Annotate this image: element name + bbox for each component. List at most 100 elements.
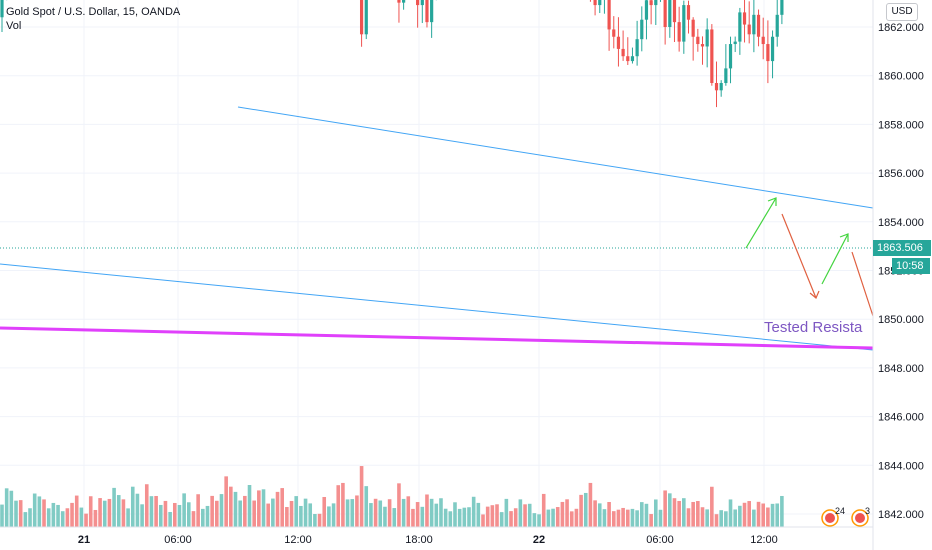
volume-bar [565,499,569,527]
candle-body [593,0,597,6]
volume-bar [663,490,667,527]
currency-button[interactable]: USD [886,3,918,21]
volume-bar [509,511,513,527]
price-tick-label: 1842.000 [878,509,924,521]
volume-bar [719,510,723,527]
volume-bar [56,504,60,527]
volume-bar [201,508,205,527]
volume-bar [429,498,434,527]
price-tick-label: 1854.000 [878,217,924,229]
volume-bar [639,502,644,527]
volume-bar [728,499,733,527]
volume-bar [392,508,397,527]
annotation-tested-resistance[interactable]: Tested Resista [764,319,863,336]
volume-bar [140,504,144,527]
candle-body [710,29,714,84]
idea-badges[interactable]: 24 3 [820,505,874,529]
volume-bar [102,500,107,527]
volume-bar [116,495,121,527]
volume-bar [649,514,653,527]
candle-body [714,83,719,91]
time-tick-label: 12:00 [750,534,778,546]
candle-body [719,83,723,91]
volume-bar [266,503,270,527]
volume-bar [18,500,23,527]
volume-bar [406,496,411,527]
candle-body [640,19,644,40]
volume-bar [84,513,88,527]
volume-bar [518,499,523,527]
channel-lower-line [0,263,874,351]
candle-body [644,0,649,20]
volume-bar [46,508,51,527]
volume-bar [154,495,158,527]
volume-bar [672,498,677,527]
candle-body [728,44,733,69]
volume-bar [700,507,705,527]
candle-body [359,0,364,35]
candle-body [598,0,602,6]
volume-bar [775,503,780,527]
volume-bar [79,507,84,527]
volume-bar [471,496,476,527]
time-axis[interactable]: 21 06:00 12:00 18:00 22 06:00 12:00 [78,534,778,546]
volume-bar [144,484,149,527]
volume-bar [331,503,336,527]
volume-bar [425,494,429,527]
volume-bar [588,482,593,527]
volume-bar [187,502,191,527]
projection-arrows [745,197,874,317]
volume-bar [107,498,112,527]
volume-bar [635,510,639,527]
volume-bar [668,493,672,527]
candle-body [364,0,368,35]
volume-bar [177,504,182,527]
volume-bar [299,505,303,527]
price-tick-label: 1862.000 [878,22,924,34]
volume-bar [355,495,359,527]
candle-body [402,0,406,3]
volume-bar [373,498,378,527]
volume-bar [93,509,98,527]
volume-bar [625,509,630,527]
candle-body [416,0,420,6]
candlestick-series [0,0,784,108]
candle-body [677,22,681,42]
volume-bar [149,496,154,527]
volume-bar [504,498,509,527]
volume-bar [593,500,597,527]
badge-bottom-count: 3 [865,506,870,516]
candle-body [691,19,695,37]
volume-bar [219,494,224,527]
volume-bar [546,509,551,527]
volume-bar [733,509,737,527]
volume-bar [350,499,355,527]
volume-bar [224,476,228,527]
flag-badge-2-inner [855,513,865,523]
countdown-tag: 10:58 [892,258,930,274]
price-tick-label: 1846.000 [878,412,924,424]
badge-top-count: 24 [835,506,845,516]
volume-bar [499,512,504,527]
symbol-title[interactable]: Gold Spot / U.S. Dollar, 15, OANDA [6,6,181,18]
volume-bar [327,506,331,527]
volume-bar [710,486,714,527]
price-tick-label: 1860.000 [878,71,924,83]
time-tick-label: 06:00 [164,534,192,546]
volume-bar [126,508,130,527]
volume-bar [308,503,313,527]
volume-bar [766,507,770,527]
volume-bar [121,499,126,527]
grid-lines [0,0,873,527]
volume-bar [32,493,37,527]
volume-bar [401,498,406,527]
volume-bar [210,495,214,527]
candle-body [761,36,765,45]
volume-bar [485,506,490,527]
volume-bar [611,511,616,527]
volume-bar [238,500,242,527]
volume-bar [359,466,364,527]
volume-label[interactable]: Vol [6,20,22,32]
volume-bar [369,503,373,527]
